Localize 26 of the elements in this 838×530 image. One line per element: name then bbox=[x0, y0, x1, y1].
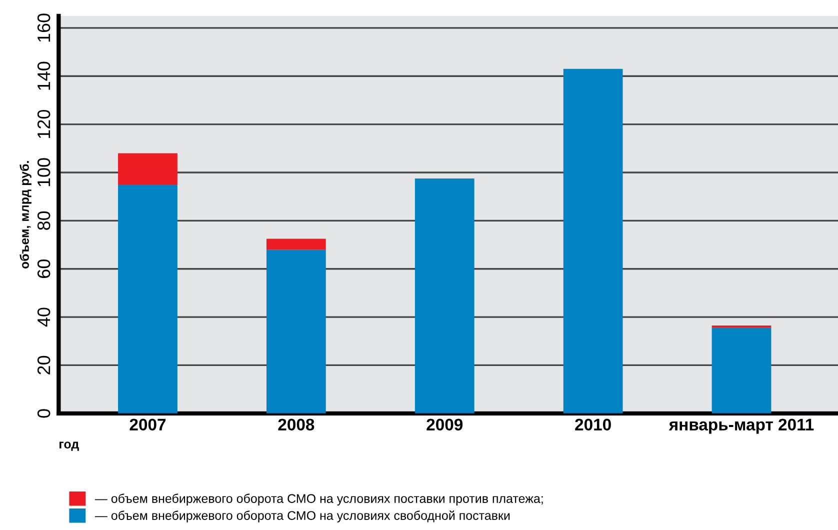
legend-label: — объем внебиржевого оборота СМО на условиях поставки против платежа; bbox=[94, 494, 543, 506]
x-tick-label: 2010 bbox=[575, 418, 611, 431]
x-axis-title: год bbox=[60, 442, 79, 451]
x-tick-label: 2007 bbox=[130, 418, 166, 431]
bar bbox=[266, 238, 326, 250]
bar bbox=[118, 153, 178, 185]
bar bbox=[712, 328, 772, 414]
y-axis-title: объем, млрд руб. bbox=[20, 161, 32, 269]
y-tick-label: 80 bbox=[37, 211, 50, 230]
y-tick-label: 160 bbox=[37, 14, 50, 42]
y-tick-label: 120 bbox=[37, 110, 50, 138]
y-tick-label: 60 bbox=[37, 260, 50, 278]
y-tick-label: 140 bbox=[37, 62, 50, 90]
legend-label: — объем внебиржевого оборота СМО на условиях свободной поставки bbox=[94, 510, 510, 522]
y-tick-label: 20 bbox=[37, 356, 50, 374]
x-tick-label: 2008 bbox=[278, 418, 314, 431]
y-tick-label: 40 bbox=[37, 308, 50, 327]
y-tick-label: 100 bbox=[37, 158, 50, 186]
bar bbox=[712, 325, 772, 328]
bar bbox=[118, 184, 178, 414]
bar bbox=[414, 178, 474, 414]
x-tick-label: 2009 bbox=[426, 418, 463, 431]
bar bbox=[563, 68, 623, 414]
y-tick-label: 0 bbox=[37, 409, 50, 418]
bar bbox=[266, 250, 326, 414]
x-tick-label: январь-март 2011 bbox=[668, 418, 814, 434]
